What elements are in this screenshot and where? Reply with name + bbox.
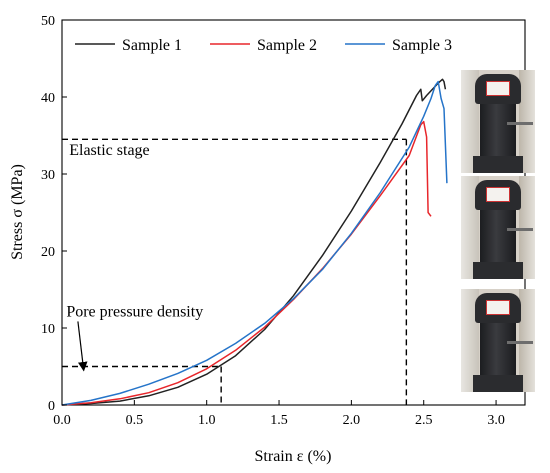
specimen-base (473, 262, 523, 279)
x-axis-label: Strain ε (%) (255, 448, 332, 465)
specimen-photo-2 (461, 176, 535, 279)
photo-background (461, 289, 479, 392)
specimen-body (480, 104, 516, 156)
legend: Sample 1 Sample 2 Sample 3 (75, 37, 452, 54)
legend-label-3: Sample 3 (392, 37, 452, 54)
legend-label-1: Sample 1 (122, 37, 182, 54)
y-tick-label: 30 (41, 168, 55, 183)
specimen-base (473, 375, 523, 392)
x-tick-label: 0.5 (126, 413, 144, 428)
x-tick-label: 0.0 (53, 413, 71, 428)
photo-background (461, 176, 479, 279)
plot-frame (61, 19, 526, 406)
sensor-wire (507, 122, 533, 125)
x-tick-label: 1.0 (198, 413, 216, 428)
y-tick-label: 50 (41, 14, 55, 29)
x-tick-label: 1.5 (270, 413, 288, 428)
sensor-wire (507, 341, 533, 344)
specimen-body (480, 323, 516, 375)
specimen-label (486, 187, 510, 202)
annotation-label: Elastic stage (69, 142, 149, 159)
specimen-photo-3 (461, 289, 535, 392)
y-tick-label: 20 (41, 245, 55, 260)
x-tick-label: 2.0 (343, 413, 361, 428)
y-axis-label: Stress σ (MPa) (9, 164, 26, 260)
y-tick-label: 10 (41, 322, 55, 337)
photo-background (519, 289, 535, 392)
specimen-body (480, 210, 516, 262)
axes-group: 0.0 0.5 1.0 1.5 2.0 2.5 3.0 0 10 20 30 40 50 (41, 14, 505, 428)
series-line-3 (61, 80, 448, 406)
specimen-base (473, 156, 523, 173)
specimen-label (486, 300, 510, 315)
series-group (61, 78, 448, 406)
photo-background (461, 70, 479, 173)
photo-background (519, 176, 535, 279)
x-tick-label: 2.5 (415, 413, 433, 428)
y-tick-label: 0 (48, 399, 55, 414)
annotation-group: Elastic stage Pore pressure density (66, 142, 203, 372)
x-tick-label: 3.0 (487, 413, 505, 428)
specimen-label (486, 81, 510, 96)
annotation-label: Pore pressure density (66, 303, 203, 320)
specimen-photo-1 (461, 70, 535, 173)
sensor-wire (507, 228, 533, 231)
photo-background (519, 70, 535, 173)
y-tick-label: 40 (41, 91, 55, 106)
annotation-arrow (77, 321, 88, 372)
legend-label-2: Sample 2 (257, 37, 317, 54)
